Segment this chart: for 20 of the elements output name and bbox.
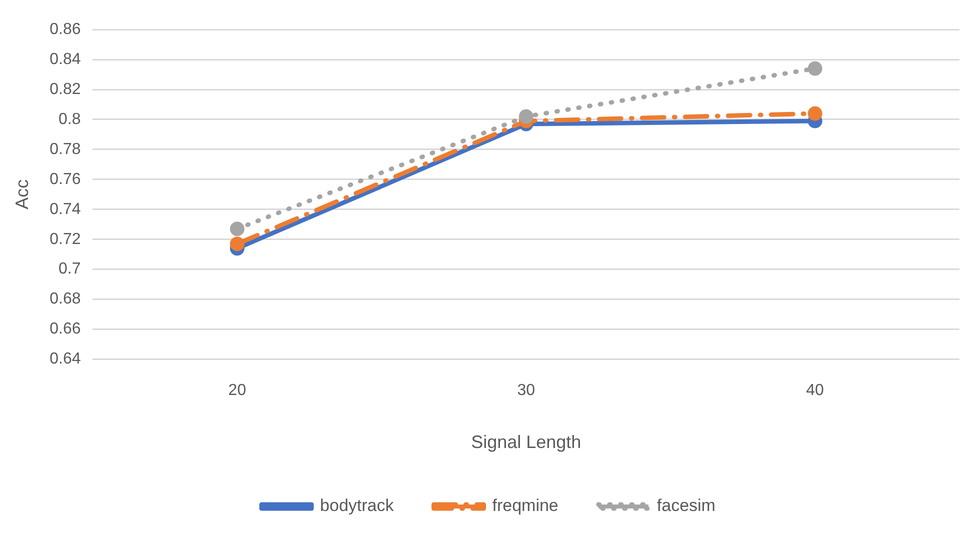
x-tick-label: 30: [517, 382, 536, 400]
x-axis-title: Signal Length: [471, 432, 582, 452]
y-tick-label: 0.7: [58, 260, 81, 278]
y-tick-label: 0.86: [50, 21, 81, 38]
y-tick-label: 0.68: [50, 290, 81, 308]
y-tick-label: 0.8: [58, 110, 81, 128]
legend-label: facesim: [656, 496, 716, 516]
x-tick-label: 40: [806, 382, 824, 400]
x-tick-label: 20: [228, 382, 246, 400]
y-tick-label: 0.78: [50, 140, 81, 158]
legend-label: freqmine: [492, 496, 558, 516]
y-tick-label: 0.74: [50, 200, 81, 218]
y-tick-label: 0.72: [50, 230, 81, 248]
y-tick-label: 0.66: [50, 320, 81, 338]
y-tick-label: 0.76: [50, 170, 81, 188]
y-tick-label: 0.64: [50, 350, 81, 368]
legend-label: bodytrack: [320, 496, 394, 516]
y-tick-label: 0.84: [50, 50, 81, 68]
y-tick-label: 0.82: [50, 80, 81, 98]
y-axis-title: Acc: [12, 179, 32, 210]
